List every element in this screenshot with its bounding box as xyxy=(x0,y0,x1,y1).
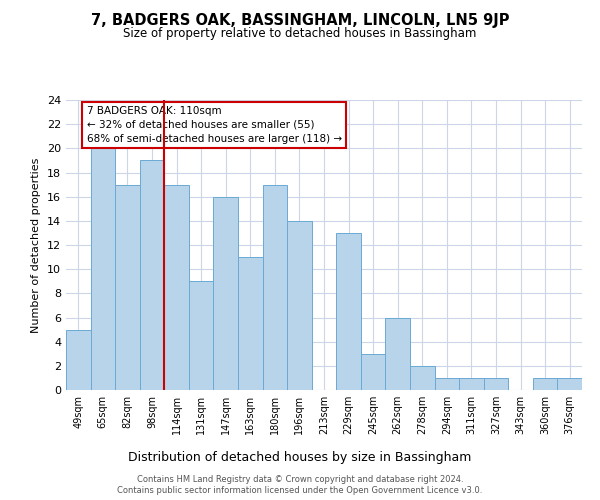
Bar xyxy=(484,378,508,390)
Bar xyxy=(361,354,385,390)
Bar xyxy=(410,366,434,390)
Y-axis label: Number of detached properties: Number of detached properties xyxy=(31,158,41,332)
Bar xyxy=(434,378,459,390)
Text: 7, BADGERS OAK, BASSINGHAM, LINCOLN, LN5 9JP: 7, BADGERS OAK, BASSINGHAM, LINCOLN, LN5… xyxy=(91,12,509,28)
Bar xyxy=(214,196,238,390)
Bar xyxy=(164,184,189,390)
Bar xyxy=(66,330,91,390)
Bar xyxy=(385,318,410,390)
Text: Size of property relative to detached houses in Bassingham: Size of property relative to detached ho… xyxy=(124,28,476,40)
Bar xyxy=(263,184,287,390)
Text: Contains HM Land Registry data © Crown copyright and database right 2024.: Contains HM Land Registry data © Crown c… xyxy=(137,475,463,484)
Text: 7 BADGERS OAK: 110sqm
← 32% of detached houses are smaller (55)
68% of semi-deta: 7 BADGERS OAK: 110sqm ← 32% of detached … xyxy=(86,106,342,144)
Bar xyxy=(115,184,140,390)
Text: Contains public sector information licensed under the Open Government Licence v3: Contains public sector information licen… xyxy=(118,486,482,495)
Bar xyxy=(336,233,361,390)
Bar xyxy=(140,160,164,390)
Bar xyxy=(557,378,582,390)
Text: Distribution of detached houses by size in Bassingham: Distribution of detached houses by size … xyxy=(128,451,472,464)
Bar xyxy=(238,257,263,390)
Bar xyxy=(533,378,557,390)
Bar xyxy=(189,281,214,390)
Bar xyxy=(287,221,312,390)
Bar xyxy=(459,378,484,390)
Bar xyxy=(91,148,115,390)
